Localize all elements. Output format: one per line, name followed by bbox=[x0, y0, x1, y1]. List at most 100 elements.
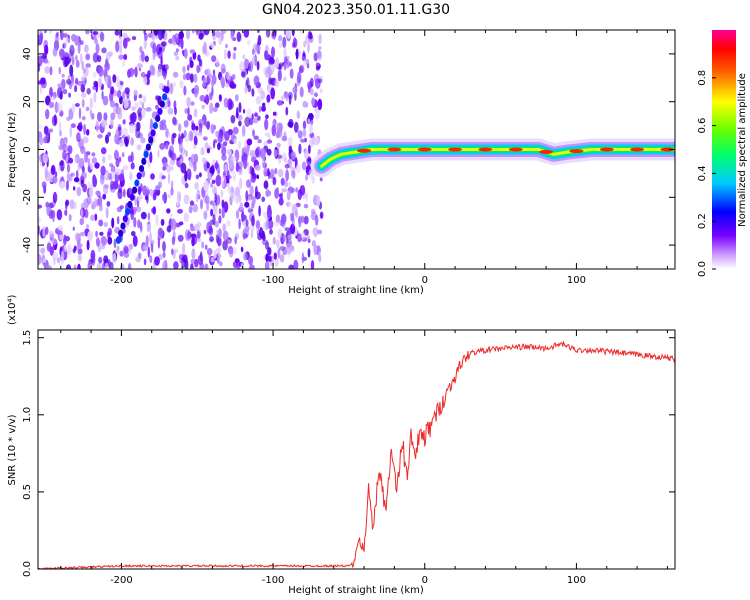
noise-blob bbox=[193, 161, 197, 172]
noise-blob bbox=[189, 60, 194, 69]
noise-blob bbox=[156, 68, 162, 78]
noise-blob bbox=[131, 230, 136, 237]
noise-blob bbox=[283, 30, 287, 36]
noise-blob bbox=[45, 108, 50, 120]
noise-blob bbox=[308, 144, 311, 154]
noise-blob bbox=[287, 121, 294, 128]
noise-blob bbox=[109, 261, 114, 269]
noise-blob bbox=[206, 84, 209, 93]
streak-point bbox=[155, 114, 161, 122]
noise-blob bbox=[282, 234, 287, 242]
noise-blob bbox=[94, 213, 98, 221]
snr-y-tick-label: 1.0 bbox=[22, 407, 33, 423]
noise-blob bbox=[299, 185, 306, 196]
noise-blob bbox=[309, 77, 314, 88]
noise-blob bbox=[315, 65, 320, 71]
noise-blob bbox=[174, 107, 177, 115]
noise-blob bbox=[223, 97, 229, 108]
noise-blob bbox=[298, 143, 302, 155]
noise-blob bbox=[152, 206, 157, 215]
noise-blob bbox=[108, 172, 113, 181]
noise-blob bbox=[48, 30, 53, 35]
noise-blob bbox=[212, 69, 216, 76]
noise-blob bbox=[182, 73, 187, 81]
noise-blob bbox=[184, 182, 189, 189]
noise-blob bbox=[86, 195, 92, 205]
noise-blob bbox=[273, 149, 278, 158]
noise-blob bbox=[310, 260, 315, 269]
noise-blob bbox=[291, 30, 295, 37]
noise-blob bbox=[212, 141, 216, 149]
trace-hotspot bbox=[660, 147, 675, 152]
noise-blob bbox=[83, 123, 87, 136]
noise-blob bbox=[198, 172, 202, 178]
noise-blob bbox=[234, 236, 237, 245]
noise-blob bbox=[75, 103, 80, 107]
noise-blob bbox=[147, 70, 151, 78]
noise-blob bbox=[186, 231, 191, 242]
noise-blob bbox=[93, 80, 98, 88]
noise-blob bbox=[105, 207, 109, 219]
noise-blob bbox=[86, 129, 90, 136]
spectrogram-x-tick-label: 100 bbox=[567, 275, 586, 286]
noise-blob bbox=[265, 219, 270, 230]
noise-blob bbox=[201, 44, 208, 56]
noise-blob bbox=[166, 225, 172, 233]
noise-blob bbox=[109, 163, 114, 168]
noise-blob bbox=[57, 83, 63, 88]
noise-blob bbox=[69, 64, 74, 77]
noise-blob bbox=[153, 189, 157, 195]
noise-blob bbox=[297, 233, 302, 243]
noise-blob bbox=[252, 48, 255, 56]
noise-blob bbox=[243, 252, 248, 261]
noise-blob bbox=[284, 180, 288, 188]
colorbar-label: Normalized spectral amplitude bbox=[737, 73, 748, 227]
trace-hotspot bbox=[448, 147, 463, 152]
noise-blob bbox=[42, 153, 49, 164]
noise-blob bbox=[215, 30, 221, 38]
streak-point bbox=[122, 215, 128, 223]
noise-blob bbox=[74, 77, 79, 85]
noise-blob bbox=[251, 201, 255, 209]
snr-x-tick-label: -200 bbox=[110, 575, 133, 586]
spectrogram-x-axis-label: Height of straight line (km) bbox=[288, 285, 424, 296]
noise-blob bbox=[222, 240, 228, 251]
streak-point bbox=[134, 179, 140, 187]
noise-blob bbox=[198, 122, 203, 135]
noise-blob bbox=[244, 85, 248, 94]
noise-blob bbox=[67, 145, 73, 155]
noise-blob bbox=[210, 182, 214, 188]
noise-blob bbox=[227, 149, 232, 156]
noise-blob bbox=[90, 162, 94, 170]
noise-blob bbox=[218, 261, 223, 267]
noise-blob bbox=[311, 97, 315, 107]
noise-blob bbox=[132, 69, 138, 74]
noise-blob bbox=[232, 52, 236, 60]
streak-point bbox=[120, 222, 126, 230]
noise-blob bbox=[272, 120, 275, 125]
noise-blob bbox=[257, 139, 262, 144]
noise-blob bbox=[112, 252, 117, 264]
noise-blob bbox=[107, 227, 113, 236]
noise-blob bbox=[201, 157, 207, 164]
noise-blob bbox=[149, 64, 155, 76]
noise-blob bbox=[230, 186, 235, 193]
noise-blob bbox=[63, 42, 67, 48]
noise-blob bbox=[237, 168, 243, 176]
noise-blob bbox=[44, 44, 49, 56]
noise-blob bbox=[276, 187, 279, 193]
noise-blob bbox=[150, 41, 156, 49]
noise-blob bbox=[173, 261, 179, 269]
noise-blob bbox=[233, 46, 237, 51]
noise-blob bbox=[59, 48, 65, 58]
noise-blob bbox=[256, 174, 260, 180]
noise-blob bbox=[165, 142, 169, 150]
noise-blob bbox=[157, 49, 163, 59]
trace-hotspot bbox=[630, 147, 645, 152]
noise-blob bbox=[76, 124, 83, 130]
noise-blob bbox=[212, 35, 216, 41]
noise-blob bbox=[45, 133, 49, 140]
noise-blob bbox=[291, 42, 296, 48]
noise-blob bbox=[158, 181, 162, 189]
